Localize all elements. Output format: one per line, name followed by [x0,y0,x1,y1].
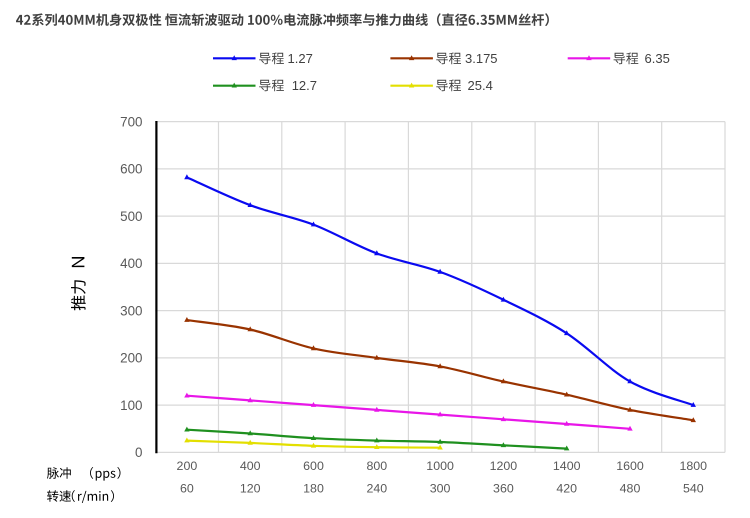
svg-text:600: 600 [303,459,324,473]
svg-text:540: 540 [683,482,704,496]
svg-text:6.35: 6.35 [645,51,670,66]
svg-text:120: 120 [240,482,261,496]
svg-text:400: 400 [120,256,142,271]
svg-text:1400: 1400 [553,459,581,473]
svg-text:1600: 1600 [616,459,644,473]
svg-text:0: 0 [135,445,142,460]
svg-text:700: 700 [120,114,142,129]
svg-text:1.27: 1.27 [288,51,313,66]
svg-text:800: 800 [366,459,387,473]
svg-text:12.7: 12.7 [292,78,317,93]
svg-text:600: 600 [120,162,142,177]
svg-text:100: 100 [120,398,142,413]
svg-text:300: 300 [430,482,451,496]
svg-text:240: 240 [366,482,387,496]
svg-text:1800: 1800 [680,459,708,473]
svg-text:480: 480 [620,482,641,496]
svg-text:360: 360 [493,482,514,496]
svg-text:180: 180 [303,482,324,496]
svg-text:400: 400 [240,459,261,473]
svg-text:1200: 1200 [490,459,518,473]
svg-text:3.175: 3.175 [465,51,498,66]
svg-text:25.4: 25.4 [468,78,493,93]
svg-text:60: 60 [180,482,194,496]
svg-text:1000: 1000 [426,459,454,473]
svg-text:200: 200 [177,459,198,473]
svg-text:200: 200 [120,351,142,366]
svg-text:420: 420 [556,482,577,496]
svg-text:300: 300 [120,303,142,318]
svg-text:500: 500 [120,209,142,224]
